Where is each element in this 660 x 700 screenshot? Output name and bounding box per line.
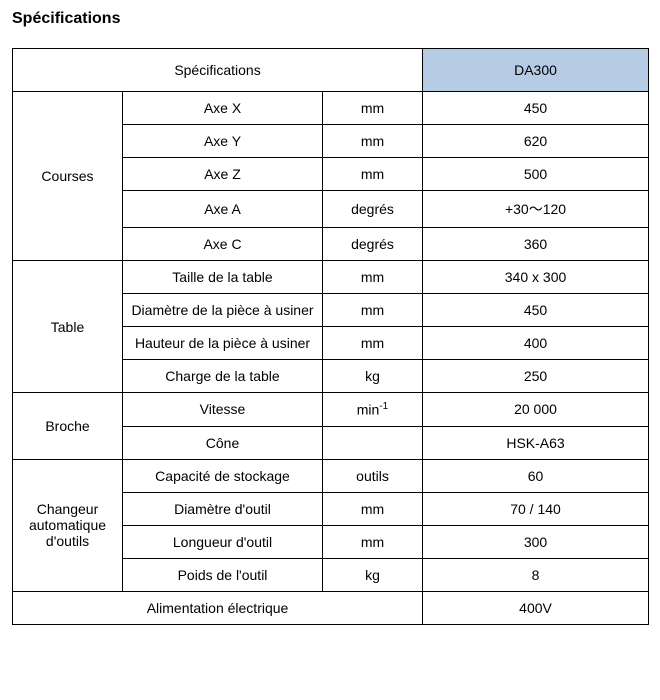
value-axeC: 360 (423, 228, 649, 261)
unit-piece-diam: mm (323, 294, 423, 327)
label-charge: Charge de la table (123, 360, 323, 393)
label-axeA: Axe A (123, 191, 323, 228)
label-tool-poids: Poids de l'outil (123, 558, 323, 591)
spec-table: Spécifications DA300 Courses Axe X mm 45… (12, 48, 649, 625)
label-axeY: Axe Y (123, 125, 323, 158)
group-changeur: Changeur automatique d'outils (13, 459, 123, 591)
value-axeX: 450 (423, 92, 649, 125)
unit-charge: kg (323, 360, 423, 393)
label-cone: Cône (123, 426, 323, 459)
value-alim: 400V (423, 591, 649, 624)
unit-axeY: mm (323, 125, 423, 158)
label-axeC: Axe C (123, 228, 323, 261)
row-table-taille: Table Taille de la table mm 340 x 300 (13, 261, 649, 294)
value-vitesse: 20 000 (423, 393, 649, 427)
label-vitesse: Vitesse (123, 393, 323, 427)
unit-axeZ: mm (323, 158, 423, 191)
row-alim: Alimentation électrique 400V (13, 591, 649, 624)
label-tool-long: Longueur d'outil (123, 525, 323, 558)
value-axeY: 620 (423, 125, 649, 158)
value-piece-haut: 400 (423, 327, 649, 360)
header-model: DA300 (423, 49, 649, 92)
unit-piece-haut: mm (323, 327, 423, 360)
value-piece-diam: 450 (423, 294, 649, 327)
page-title: Spécifications (12, 10, 648, 28)
label-piece-haut: Hauteur de la pièce à usiner (123, 327, 323, 360)
group-broche: Broche (13, 393, 123, 460)
value-cone: HSK-A63 (423, 426, 649, 459)
value-axeZ: 500 (423, 158, 649, 191)
group-courses: Courses (13, 92, 123, 261)
row-changeur-cap: Changeur automatique d'outils Capacité d… (13, 459, 649, 492)
unit-tool-poids: kg (323, 558, 423, 591)
label-piece-diam: Diamètre de la pièce à usiner (123, 294, 323, 327)
label-tool-diam: Diamètre d'outil (123, 492, 323, 525)
value-taille: 340 x 300 (423, 261, 649, 294)
value-tool-long: 300 (423, 525, 649, 558)
value-axeA: +30～120 (423, 191, 649, 228)
unit-axeC: degrés (323, 228, 423, 261)
table-header-row: Spécifications DA300 (13, 49, 649, 92)
label-axeZ: Axe Z (123, 158, 323, 191)
row-courses-axeX: Courses Axe X mm 450 (13, 92, 649, 125)
value-tool-diam: 70 / 140 (423, 492, 649, 525)
label-taille: Taille de la table (123, 261, 323, 294)
label-axeX: Axe X (123, 92, 323, 125)
header-spec: Spécifications (13, 49, 423, 92)
unit-tool-diam: mm (323, 492, 423, 525)
label-cap: Capacité de stockage (123, 459, 323, 492)
unit-tool-long: mm (323, 525, 423, 558)
label-alim: Alimentation électrique (13, 591, 423, 624)
unit-vitesse: min-1 (323, 393, 423, 427)
unit-taille: mm (323, 261, 423, 294)
unit-cap: outils (323, 459, 423, 492)
unit-axeA: degrés (323, 191, 423, 228)
group-table: Table (13, 261, 123, 393)
value-charge: 250 (423, 360, 649, 393)
unit-axeX: mm (323, 92, 423, 125)
value-tool-poids: 8 (423, 558, 649, 591)
value-cap: 60 (423, 459, 649, 492)
unit-cone (323, 426, 423, 459)
row-broche-vitesse: Broche Vitesse min-1 20 000 (13, 393, 649, 427)
